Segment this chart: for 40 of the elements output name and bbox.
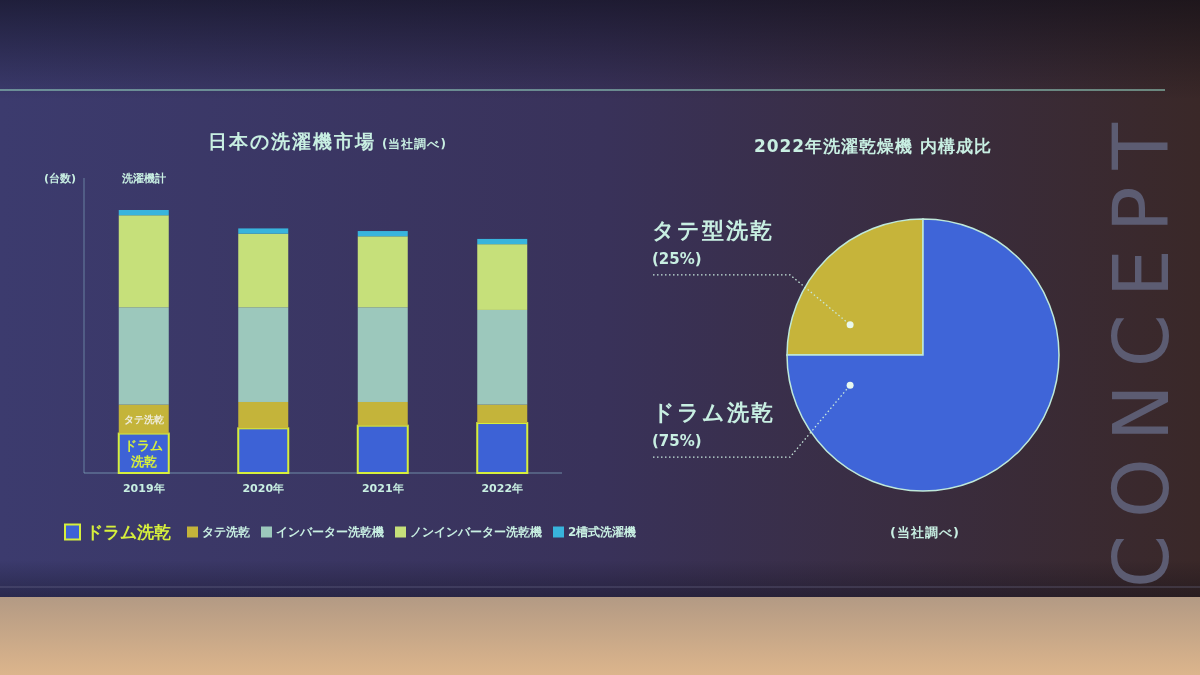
- x-tick-label: 2019年: [122, 482, 165, 495]
- chart-title: 日本の洗濯機市場: [208, 130, 376, 152]
- slice-label: ドラム洗乾: [652, 400, 775, 426]
- bar: [238, 307, 289, 402]
- bar: [357, 401, 408, 426]
- bar: [238, 228, 289, 234]
- annotation: 洗濯機計: [120, 172, 166, 185]
- text: CONCEPT: [1097, 105, 1186, 589]
- x-tick-label: 2020年: [242, 482, 285, 495]
- bar: [238, 401, 289, 429]
- bar: [118, 307, 169, 405]
- x-tick-label: 2021年: [361, 482, 404, 495]
- y-axis-title: (台数): [44, 172, 77, 185]
- chart-title: 2022年洗濯乾燥機 内構成比: [753, 136, 993, 156]
- data-label: (75%): [652, 432, 702, 451]
- text: タテ洗乾: [123, 413, 164, 425]
- legend-label: 2槽式洗濯機: [568, 525, 637, 540]
- bar: [118, 215, 169, 308]
- bar: [357, 231, 408, 237]
- bar: [477, 238, 528, 245]
- bar: [238, 233, 289, 308]
- legend-label: タテ洗乾: [202, 525, 250, 540]
- legend-label: インバーター洗乾機: [276, 525, 384, 540]
- legend-label: ノンインバーター洗乾機: [410, 525, 542, 540]
- chart-subtitle: (当社調べ): [382, 137, 447, 151]
- bar: [357, 236, 408, 308]
- legend-label: ドラム洗乾: [86, 522, 171, 543]
- bar: [477, 244, 528, 310]
- bar: [477, 404, 528, 424]
- bar: [477, 309, 528, 405]
- bar: [357, 307, 408, 402]
- slice-label: タテ型洗乾: [652, 217, 774, 243]
- bar: [118, 210, 169, 216]
- bar: [237, 427, 290, 474]
- text: (当社調べ): [890, 525, 960, 540]
- text: ドラム洗乾: [124, 437, 164, 469]
- data-label: (25%): [652, 249, 702, 268]
- x-tick-label: 2022年: [481, 482, 524, 495]
- bar: [476, 422, 529, 474]
- bar: [356, 424, 409, 474]
